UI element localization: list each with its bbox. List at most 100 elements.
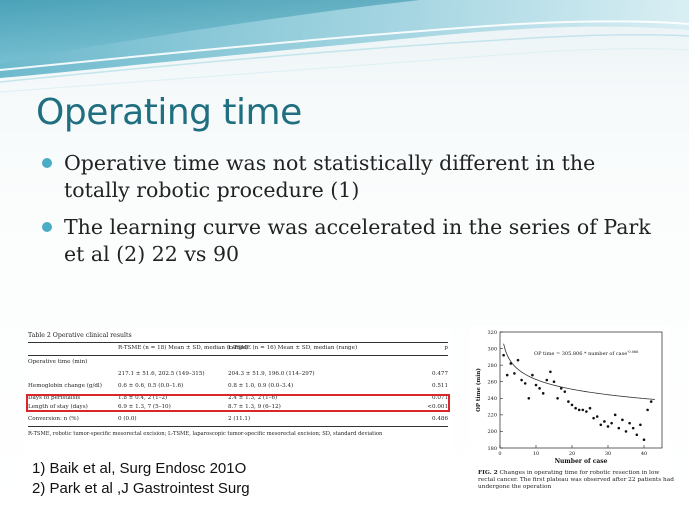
bullet-item: The learning curve was accelerated in th… [40, 214, 660, 268]
data-point [581, 408, 585, 412]
data-point [588, 406, 592, 410]
bullet-dot-icon [42, 158, 52, 168]
table-row: Conversion: n (%) 0 (0.0) 2 (11.1) 0.486 [28, 416, 448, 425]
table-caption: Table 2 Operative clinical results [28, 332, 132, 339]
data-point [585, 410, 588, 413]
table-footnote: R-TSME, robotic tumor-specific mesorecta… [28, 431, 383, 437]
table-cell: 1.8 ± 0.4, 2 (1–2) [118, 395, 168, 401]
learning-curve-chart: 180 200 220 240 260 280 300 320 0 10 20 30 40 Number … [470, 326, 670, 501]
data-point [646, 408, 649, 412]
bullet-list: Operative time was not statistically dif… [40, 150, 660, 278]
reference-item: 1) Baik et al, Surg Endosc 201O [32, 460, 247, 477]
data-point [563, 390, 567, 393]
references-box: 1) Baik et al, Surg Endosc 201O 2) Park … [22, 453, 458, 509]
figure-caption: FIG. 2 Changes in operating time for rob… [478, 470, 678, 491]
table-header-cell: L-TSME (n = 16) Mean ± SD, median (range… [228, 345, 358, 351]
x-tick-label: 20 [569, 451, 575, 457]
data-point [631, 426, 635, 430]
figure-caption-label: FIG. 2 [478, 470, 498, 476]
chart-points [502, 353, 653, 442]
fit-curve [503, 343, 655, 400]
y-tick-label: 300 [487, 346, 497, 352]
data-point [541, 392, 545, 395]
data-point [592, 416, 595, 420]
table-cell: 0.6 ± 0.6, 0.5 (0.0–1.6) [118, 383, 184, 389]
table-cell: 6.9 ± 1.3, 7 (5–10) [118, 404, 171, 410]
reference-item: 2) Park et al ,J Gastrointest Surg [32, 480, 250, 497]
data-point [639, 423, 642, 427]
x-tick-label: 40 [641, 451, 647, 457]
chart-axes: 180 200 220 240 260 280 300 320 0 10 20 30 40 Number … [475, 330, 663, 465]
x-tick-label: 30 [605, 451, 611, 457]
data-point [570, 403, 574, 407]
y-tick-label: 260 [487, 380, 497, 386]
plot-frame [499, 331, 663, 449]
table-cell: Length of stay (days) [28, 404, 88, 410]
data-point [621, 418, 624, 422]
table-cell: Days to peristalsis [28, 395, 81, 401]
data-point [599, 423, 603, 427]
table-header-row: R-TSME (n = 18) Mean ± SD, median (range… [28, 345, 448, 354]
table-cell: 0.477 [431, 371, 448, 377]
bullet-item: Operative time was not statistically dif… [40, 150, 660, 204]
fit-equation-text: OP time = 305.806 * number of case [534, 351, 627, 357]
fit-equation-exponent: -0.066 [627, 350, 638, 354]
data-point [617, 426, 621, 430]
table-cell: 0 (0.0) [118, 416, 137, 422]
data-point [613, 413, 617, 417]
table-row: Days to peristalsis 1.8 ± 0.4, 2 (1–2) 2… [28, 395, 448, 404]
data-point [531, 373, 534, 377]
data-point [556, 396, 559, 400]
data-point [610, 421, 613, 425]
table-row: Operative time (min) [28, 359, 448, 368]
data-point [606, 425, 610, 428]
data-point [545, 378, 549, 382]
data-point [635, 433, 639, 437]
table-cell: Conversion: n (%) [28, 416, 79, 422]
data-point [516, 358, 520, 362]
table-cell: Hemoglobin change (g/dl) [28, 383, 102, 389]
data-point [523, 382, 527, 385]
results-table-image: Table 2 Operative clinical results R-TSM… [24, 328, 452, 448]
table-cell: 204.3 ± 51.9, 196.0 (114–297) [228, 371, 315, 377]
figure-caption-text: Changes in operating time for robotic re… [478, 470, 674, 490]
data-point [502, 353, 505, 357]
table-row: 217.1 ± 51.6, 202.5 (149–315) 204.3 ± 51… [28, 371, 448, 380]
bullet-dot-icon [42, 222, 52, 232]
data-point [527, 396, 531, 400]
y-tick-label: 240 [487, 396, 497, 402]
table-cell: 0.486 [431, 416, 448, 422]
y-tick-label: 320 [487, 330, 497, 336]
table-cell: Operative time (min) [28, 359, 88, 365]
y-axis-label: OP time (min) [475, 368, 482, 412]
bullet-text: The learning curve was accelerated in th… [64, 215, 651, 266]
table-cell: 0.8 ± 1.0, 0.9 (0.0–3.4) [228, 383, 294, 389]
data-point [624, 430, 628, 433]
table-row: Hemoglobin change (g/dl) 0.6 ± 0.6, 0.5 … [28, 383, 448, 392]
table-cell: <0.001 [427, 404, 448, 410]
table-rule [28, 426, 448, 427]
table-cell: 2.4 ± 1.3, 2 (1–6) [228, 395, 278, 401]
data-point [642, 438, 646, 442]
x-tick-label: 10 [533, 451, 539, 457]
data-point [628, 421, 631, 425]
y-tick-label: 280 [487, 363, 497, 369]
data-point [577, 408, 581, 412]
data-point [513, 372, 516, 375]
data-point [549, 370, 552, 374]
table-cell: 8.7 ± 1.3, 9 (6–12) [228, 404, 281, 410]
data-point [603, 420, 606, 423]
data-point [574, 406, 577, 410]
fit-equation: OP time = 305.806 * number of case-0.066 [534, 350, 638, 357]
y-tick-label: 200 [487, 429, 497, 435]
table-row: Length of stay (days) 6.9 ± 1.3, 7 (5–10… [28, 404, 448, 413]
data-point [520, 378, 523, 382]
table-header-cell: R-TSME (n = 18) Mean ± SD, median (range… [118, 345, 248, 351]
x-tick-label: 0 [498, 451, 501, 457]
y-tick-label: 220 [487, 413, 497, 419]
table-rule [28, 342, 448, 343]
y-tick-label: 180 [487, 446, 497, 452]
data-point [538, 387, 541, 390]
table-cell: 0.071 [431, 395, 448, 401]
